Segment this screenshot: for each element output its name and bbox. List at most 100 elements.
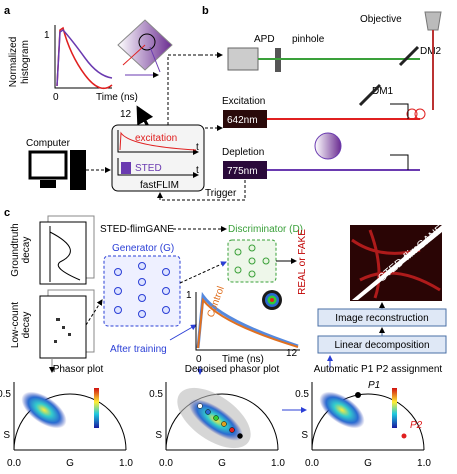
label: Discriminator (D) xyxy=(228,224,303,235)
g-tick-label: 1.0 xyxy=(271,458,285,469)
mirror xyxy=(400,47,418,65)
node xyxy=(163,307,170,314)
node xyxy=(139,311,146,318)
s-tick-label: 0.5 xyxy=(0,389,11,400)
label: Trigger xyxy=(205,188,237,199)
node xyxy=(249,245,255,251)
label: Depletion xyxy=(222,147,264,158)
g-tick-label: 1.0 xyxy=(417,458,431,469)
plot-title: Denoised phasor plot xyxy=(185,364,280,375)
label: Generator (G) xyxy=(112,243,174,254)
target-icon xyxy=(270,298,274,302)
y-label: histogram xyxy=(20,40,31,84)
label: Image reconstruction xyxy=(335,313,428,324)
g-tick-label: 0.0 xyxy=(159,458,173,469)
connector xyxy=(168,55,200,125)
apd xyxy=(228,48,258,70)
label: excitation xyxy=(135,133,177,144)
cluster-center xyxy=(230,428,235,433)
tick-label: 1 xyxy=(44,30,50,41)
label: REAL or FAKE xyxy=(297,229,308,295)
node xyxy=(139,263,146,270)
cluster-center xyxy=(222,422,227,427)
connector xyxy=(180,262,226,283)
stack xyxy=(40,222,86,284)
g-tick-label: 1.0 xyxy=(119,458,133,469)
g-tick-label: 0.0 xyxy=(7,458,21,469)
label: 642nm xyxy=(227,115,258,126)
node xyxy=(249,258,255,264)
node xyxy=(163,269,170,276)
tick-label: 12 xyxy=(120,109,132,120)
tick-label: 1 xyxy=(186,290,192,301)
node xyxy=(115,307,122,314)
label: Objective xyxy=(360,14,402,25)
cluster-center xyxy=(206,410,211,415)
mirror xyxy=(390,155,408,170)
label: Linear decomposition xyxy=(334,340,429,351)
objective xyxy=(425,12,441,30)
label: 775nm xyxy=(227,166,258,177)
node xyxy=(115,288,122,295)
label: Excitation xyxy=(222,96,265,107)
y-label: Normalized xyxy=(8,37,19,88)
node xyxy=(139,295,146,302)
s-label: S xyxy=(155,430,162,441)
label: decay xyxy=(21,237,32,264)
panel-a: a Normalized histogram 1 0 Time (ns) 12 xyxy=(4,5,172,130)
label: decay xyxy=(21,312,32,339)
panel-label: a xyxy=(4,5,11,17)
monitor-stand xyxy=(40,180,56,188)
tick-label: 12 xyxy=(286,348,298,359)
node xyxy=(163,288,170,295)
label: STED xyxy=(135,163,162,174)
label: t xyxy=(196,142,199,153)
p1-point xyxy=(355,392,361,398)
label: APD xyxy=(254,34,275,45)
node xyxy=(263,258,269,264)
node xyxy=(235,249,241,255)
node xyxy=(115,269,122,276)
phasor-cloud xyxy=(15,384,73,435)
cluster-center xyxy=(238,434,243,439)
sted-pulse xyxy=(121,162,131,174)
label: After training xyxy=(110,344,167,355)
label: t xyxy=(196,165,199,176)
g-label: G xyxy=(218,458,226,469)
plot-title: Automatic P1 P2 assignment xyxy=(314,364,443,375)
s-tick-label: 0.5 xyxy=(295,389,309,400)
p2-point xyxy=(402,434,407,439)
colorbar xyxy=(94,388,99,428)
cluster-center xyxy=(214,416,219,421)
label: Computer xyxy=(26,138,71,149)
phasor-plot: Denoised phasor plot 0.5 S 0.0 G 1.0 xyxy=(149,364,285,469)
node xyxy=(249,271,255,277)
monitor xyxy=(30,152,66,178)
label: DM2 xyxy=(420,46,442,57)
cluster-center xyxy=(198,404,203,409)
p2-label: P2 xyxy=(410,420,423,431)
panel-label: b xyxy=(202,5,209,17)
mirror xyxy=(390,104,408,119)
panel-b: b APD pinhole Objective DM2 DM1 Excitati… xyxy=(26,5,442,200)
colorbar xyxy=(392,388,397,428)
axis-label: Time (ns) xyxy=(96,92,138,103)
p1-label: P1 xyxy=(368,380,380,391)
g-label: G xyxy=(364,458,372,469)
panel-label: c xyxy=(4,207,10,219)
s-tick-label: 0.5 xyxy=(149,389,163,400)
label: Low-count xyxy=(10,302,21,348)
label: fastFLIM xyxy=(140,180,179,191)
label: pinhole xyxy=(292,34,325,45)
s-label: S xyxy=(301,430,308,441)
label: Groundtruth xyxy=(10,223,21,276)
g-label: G xyxy=(66,458,74,469)
tick-label: 0 xyxy=(53,92,59,103)
arrow xyxy=(170,325,196,340)
figure: a Normalized histogram 1 0 Time (ns) 12 … xyxy=(0,0,457,474)
node xyxy=(139,279,146,286)
phase-plate xyxy=(315,133,341,159)
s-label: S xyxy=(3,430,10,441)
